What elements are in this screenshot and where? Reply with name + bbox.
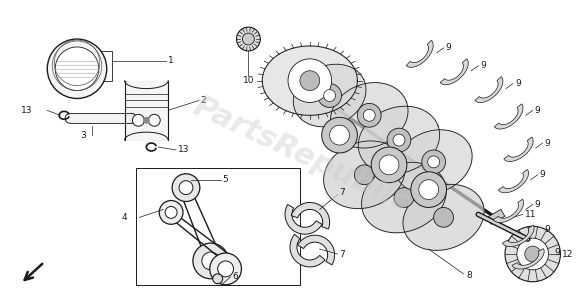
Text: 8: 8 (466, 271, 472, 280)
Circle shape (324, 90, 336, 101)
Polygon shape (512, 249, 544, 269)
Circle shape (371, 147, 407, 183)
Polygon shape (324, 141, 405, 209)
Text: 9: 9 (545, 225, 551, 234)
Circle shape (236, 27, 261, 51)
Bar (137, 168, 300, 285)
Text: 9: 9 (445, 44, 451, 52)
Circle shape (243, 33, 254, 45)
Circle shape (172, 174, 200, 201)
Circle shape (517, 238, 548, 270)
Text: 2: 2 (201, 96, 207, 105)
Text: 7: 7 (339, 249, 345, 258)
Polygon shape (285, 204, 322, 234)
Polygon shape (291, 203, 329, 229)
Circle shape (47, 39, 107, 98)
Text: 9: 9 (534, 106, 540, 115)
Polygon shape (262, 46, 357, 115)
Polygon shape (298, 235, 335, 265)
Bar (487, 209, 505, 224)
Polygon shape (331, 83, 408, 148)
Circle shape (159, 201, 183, 224)
Circle shape (322, 117, 357, 153)
Text: 10: 10 (243, 76, 255, 85)
Polygon shape (503, 225, 534, 246)
Text: 9: 9 (545, 139, 551, 148)
Circle shape (300, 71, 320, 91)
Circle shape (411, 172, 446, 207)
Circle shape (193, 243, 229, 279)
Polygon shape (294, 64, 366, 127)
Polygon shape (362, 162, 446, 233)
Circle shape (393, 134, 405, 146)
Circle shape (363, 109, 375, 121)
Circle shape (179, 181, 193, 195)
Polygon shape (494, 104, 523, 129)
Circle shape (148, 114, 160, 126)
Text: 11: 11 (525, 210, 536, 219)
Circle shape (419, 180, 439, 200)
Polygon shape (499, 170, 529, 193)
Polygon shape (504, 137, 533, 162)
Circle shape (394, 188, 414, 207)
Polygon shape (358, 106, 439, 174)
Circle shape (505, 226, 560, 282)
Text: 12: 12 (562, 249, 574, 258)
Polygon shape (493, 199, 523, 223)
Text: 6: 6 (233, 272, 239, 281)
Circle shape (379, 155, 399, 175)
Text: 3: 3 (80, 131, 86, 140)
Circle shape (387, 128, 411, 152)
Circle shape (422, 150, 445, 174)
Circle shape (434, 207, 453, 227)
Circle shape (357, 103, 381, 127)
Text: 9: 9 (480, 61, 486, 70)
Text: 4: 4 (122, 213, 127, 222)
Polygon shape (406, 40, 433, 67)
Text: 9: 9 (555, 248, 560, 257)
Circle shape (133, 114, 144, 126)
Polygon shape (290, 234, 325, 267)
Circle shape (144, 117, 149, 123)
Circle shape (165, 207, 177, 218)
Text: 9: 9 (540, 170, 545, 179)
Text: PartsRepublic: PartsRepublic (188, 92, 414, 218)
Text: 7: 7 (339, 188, 345, 197)
Circle shape (212, 274, 223, 284)
Polygon shape (475, 77, 503, 103)
Text: 9: 9 (534, 200, 540, 209)
Circle shape (525, 246, 541, 262)
Text: 13: 13 (178, 145, 189, 154)
Text: 5: 5 (223, 175, 228, 184)
Circle shape (354, 165, 374, 185)
Circle shape (288, 59, 332, 103)
Text: 1: 1 (168, 56, 174, 65)
Text: 9: 9 (515, 79, 521, 88)
Circle shape (210, 253, 241, 285)
Polygon shape (403, 184, 484, 250)
Circle shape (428, 156, 439, 168)
Text: 13: 13 (21, 106, 32, 115)
Polygon shape (395, 130, 472, 194)
Polygon shape (124, 81, 168, 140)
Polygon shape (440, 59, 468, 85)
Circle shape (218, 261, 233, 277)
Circle shape (329, 125, 350, 145)
Circle shape (318, 84, 342, 107)
Circle shape (55, 47, 99, 91)
Circle shape (202, 252, 219, 270)
Bar (72, 51, 112, 81)
